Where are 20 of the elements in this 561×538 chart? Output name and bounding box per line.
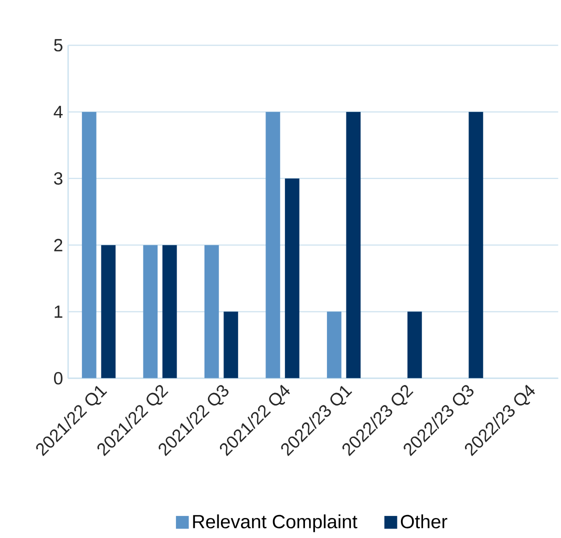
bar <box>284 178 300 378</box>
bar <box>346 112 361 378</box>
bar <box>266 112 280 378</box>
bar <box>468 112 484 378</box>
y-tick-label: 3 <box>54 172 62 185</box>
y-tick-label: 4 <box>54 106 63 118</box>
bar <box>162 245 177 378</box>
legend-label: Other <box>400 514 448 528</box>
bar <box>143 245 158 378</box>
bar <box>101 245 116 378</box>
bar <box>224 312 238 378</box>
y-tick-label: 1 <box>54 306 62 318</box>
y-tick-label: 0 <box>54 372 62 384</box>
bar <box>204 245 219 378</box>
y-tick-label: 5 <box>54 39 62 52</box>
legend-label: Relevant Complaint <box>193 514 358 532</box>
bar <box>82 112 96 378</box>
bar <box>326 312 342 378</box>
bar <box>407 312 422 378</box>
y-tick-label: 2 <box>54 238 62 252</box>
